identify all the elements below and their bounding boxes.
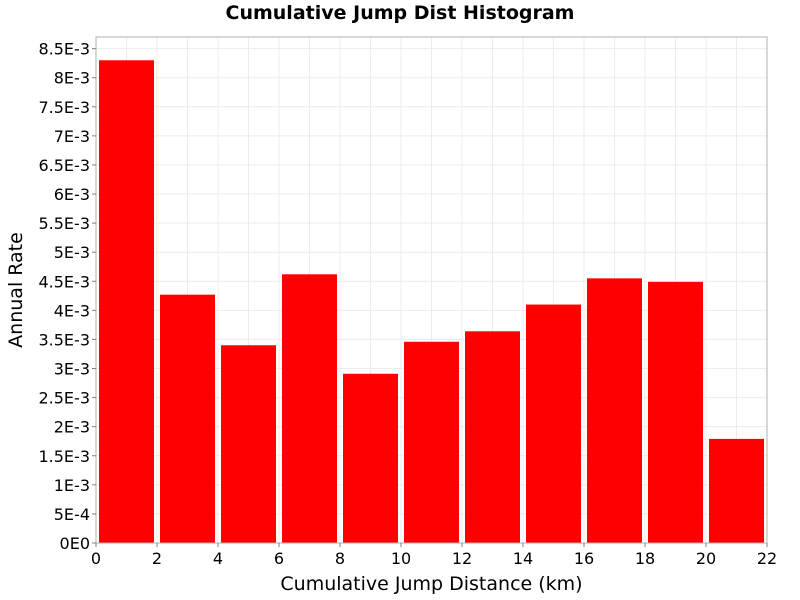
y-tick-label: 8E-3 xyxy=(54,69,90,88)
histogram-bar xyxy=(648,281,703,543)
histogram-bar xyxy=(160,294,215,543)
histogram-bar xyxy=(465,331,520,543)
y-tick-label: 8.5E-3 xyxy=(38,40,90,59)
plot-frame xyxy=(95,36,768,544)
x-axis-label: Cumulative Jump Distance (km) xyxy=(280,573,582,595)
histogram-bar xyxy=(709,438,764,543)
histogram-bar xyxy=(526,304,581,543)
x-tick-label: 14 xyxy=(513,549,533,568)
histogram-bar xyxy=(343,373,398,543)
y-tick-label: 6E-3 xyxy=(54,185,90,204)
x-tick-label: 12 xyxy=(452,549,472,568)
bars xyxy=(99,60,764,543)
histogram-bar xyxy=(99,60,154,543)
y-tick-label: 3E-3 xyxy=(54,360,90,379)
histogram-bar xyxy=(404,341,459,543)
y-tick-label: 5E-3 xyxy=(54,243,90,262)
histogram-bar xyxy=(282,274,337,543)
y-tick-label: 2.5E-3 xyxy=(38,389,90,408)
y-tick-label: 5E-4 xyxy=(54,505,90,524)
x-tick-label: 4 xyxy=(213,549,223,568)
y-tick-label: 3.5E-3 xyxy=(38,330,90,349)
y-tick-label: 4.5E-3 xyxy=(38,272,90,291)
y-axis-ticks: 0E0 5E-4 1E-3 1.5E-3 2E-3 2.5E-3 3E-3 3.5E-3 4E-… xyxy=(38,40,96,553)
y-tick-label: 1E-3 xyxy=(54,476,90,495)
x-tick-label: 2 xyxy=(152,549,162,568)
chart-title: Cumulative Jump Dist Histogram xyxy=(225,2,575,24)
x-tick-label: 20 xyxy=(696,549,716,568)
y-tick-label: 5.5E-3 xyxy=(38,214,90,233)
y-axis-label: Annual Rate xyxy=(5,232,27,348)
histogram-bar xyxy=(221,345,276,543)
y-tick-label: 7E-3 xyxy=(54,127,90,146)
y-tick-label: 7.5E-3 xyxy=(38,98,90,117)
x-tick-label: 18 xyxy=(635,549,655,568)
y-tick-label: 6.5E-3 xyxy=(38,156,90,175)
x-tick-label: 8 xyxy=(335,549,345,568)
x-tick-label: 0 xyxy=(91,549,101,568)
y-tick-label: 4E-3 xyxy=(54,301,90,320)
x-tick-label: 16 xyxy=(574,549,594,568)
y-tick-label: 0E0 xyxy=(60,534,90,553)
y-tick-label: 1.5E-3 xyxy=(38,447,90,466)
histogram-bar xyxy=(587,278,642,543)
y-tick-label: 2E-3 xyxy=(54,418,90,437)
x-tick-label: 6 xyxy=(274,549,284,568)
x-tick-label: 10 xyxy=(391,549,411,568)
x-axis-ticks: 0 2 4 6 8 10 12 14 16 18 20 22 xyxy=(91,543,777,568)
x-tick-label: 22 xyxy=(757,549,777,568)
